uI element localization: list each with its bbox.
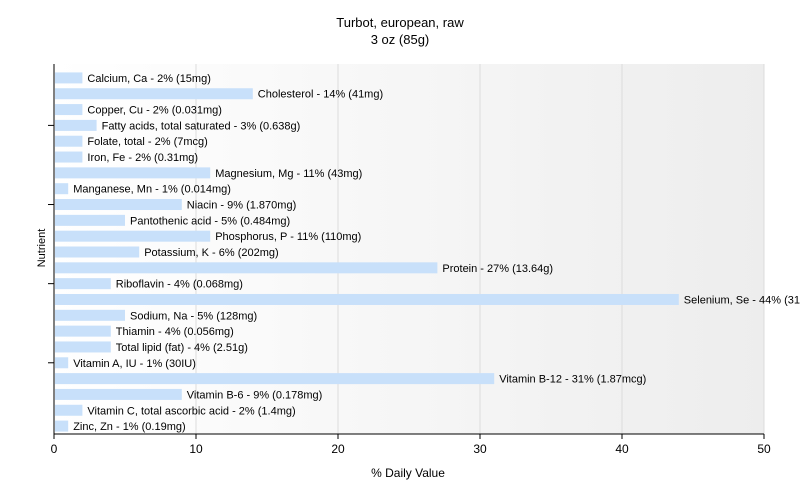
bar — [55, 104, 83, 116]
bar-label: Protein - 27% (13.64g) — [442, 263, 553, 275]
bar — [55, 325, 111, 337]
bar-label: Thiamin - 4% (0.056mg) — [116, 326, 234, 338]
bar-label: Folate, total - 2% (7mcg) — [87, 136, 207, 148]
bar — [55, 151, 83, 163]
bar-label: Sodium, Na - 5% (128mg) — [130, 310, 257, 322]
bar-label: Pantothenic acid - 5% (0.484mg) — [130, 215, 290, 227]
x-tick-label: 0 — [51, 442, 58, 456]
bar — [55, 135, 83, 147]
x-axis-label: % Daily Value — [371, 466, 445, 480]
bar-label: Vitamin B-12 - 31% (1.87mcg) — [499, 374, 646, 386]
plot-background — [54, 64, 764, 434]
bar-label: Magnesium, Mg - 11% (43mg) — [215, 168, 362, 180]
chart-title: Turbot, european, raw — [336, 15, 464, 30]
bar — [55, 262, 438, 274]
bar — [55, 309, 125, 321]
bar-label: Riboflavin - 4% (0.068mg) — [116, 279, 243, 291]
bar — [55, 246, 140, 258]
bar-label: Niacin - 9% (1.870mg) — [187, 200, 296, 212]
bar-label: Calcium, Ca - 2% (15mg) — [87, 73, 210, 85]
bar-label: Vitamin A, IU - 1% (30IU) — [73, 358, 196, 370]
bar-label: Cholesterol - 14% (41mg) — [258, 89, 383, 101]
x-tick-label: 30 — [473, 442, 487, 456]
x-tick-label: 20 — [331, 442, 345, 456]
bar — [55, 88, 253, 100]
bar — [55, 230, 211, 242]
x-tick-label: 10 — [189, 442, 203, 456]
bar-label: Zinc, Zn - 1% (0.19mg) — [73, 421, 185, 433]
bar — [55, 420, 69, 432]
bar-label: Fatty acids, total saturated - 3% (0.638… — [102, 120, 301, 132]
bar-label: Selenium, Se - 44% (31.0mcg) — [684, 294, 800, 306]
bar-label: Total lipid (fat) - 4% (2.51g) — [116, 342, 248, 354]
bar — [55, 357, 69, 369]
bar — [55, 388, 182, 400]
bar — [55, 293, 679, 305]
bar-label: Phosphorus, P - 11% (110mg) — [215, 231, 361, 243]
chart-subtitle: 3 oz (85g) — [370, 32, 430, 47]
bar — [55, 167, 211, 179]
bar — [55, 183, 69, 195]
bar-label: Manganese, Mn - 1% (0.014mg) — [73, 184, 231, 196]
bar — [55, 341, 111, 353]
y-axis-label: Nutrient — [36, 228, 48, 268]
bar-label: Vitamin C, total ascorbic acid - 2% (1.4… — [87, 405, 295, 417]
bar — [55, 199, 182, 211]
bar — [55, 373, 495, 385]
bar-label: Potassium, K - 6% (202mg) — [144, 247, 279, 259]
x-tick-label: 40 — [615, 442, 629, 456]
bar — [55, 278, 111, 290]
bar — [55, 72, 83, 84]
bar-label: Copper, Cu - 2% (0.031mg) — [87, 105, 222, 117]
bar — [55, 214, 125, 226]
bar-label: Iron, Fe - 2% (0.31mg) — [87, 152, 198, 164]
bar-label: Vitamin B-6 - 9% (0.178mg) — [187, 389, 323, 401]
bar — [55, 119, 97, 131]
x-tick-label: 50 — [757, 442, 771, 456]
bar — [55, 404, 83, 416]
